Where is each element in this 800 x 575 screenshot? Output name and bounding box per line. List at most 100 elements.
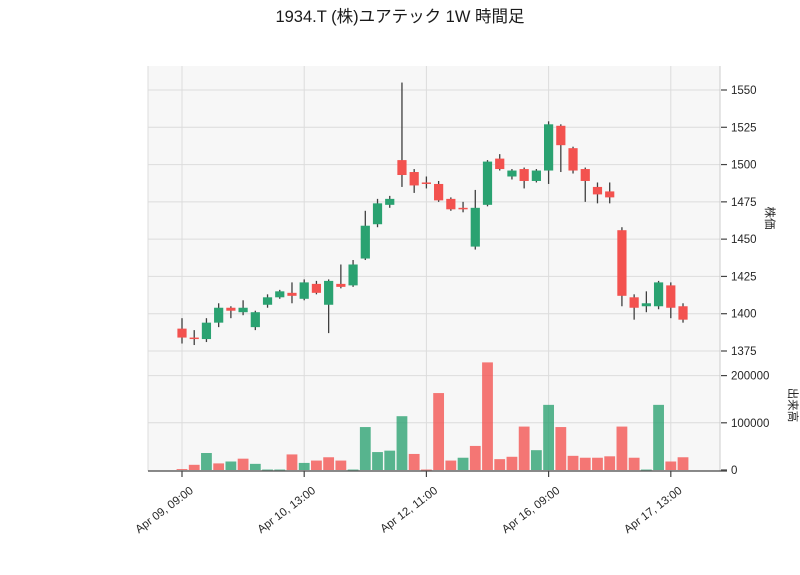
candle-body [434,183,444,201]
volume-tick-label: 200000 [731,371,769,383]
candle-body [605,191,615,198]
price-tick-label: 1550 [731,85,757,97]
volume-bar [421,469,432,471]
volume-bar [592,457,603,470]
candle-body [653,282,664,307]
volume-bar [628,457,640,470]
candle-body [678,306,688,320]
price-tick-label: 1500 [731,160,757,172]
candle-body [360,225,370,259]
candle-body [397,160,407,176]
volume-bar [665,461,677,470]
candle-body [531,170,541,181]
volume-bar [640,469,652,471]
candle-body [482,161,493,205]
candle-body [641,303,651,307]
candles-layer [177,82,688,346]
volume-bar [555,427,567,470]
candle-body [385,198,395,205]
volume-tick-label: 100000 [731,418,769,430]
date-tick-label: Apr 16, 09:00 [500,485,562,536]
price-tick-label: 1400 [731,309,757,321]
candle-body [666,285,676,308]
candle-body [201,322,212,340]
chart-title: 1934.T (株)ユアテック 1W 時間足 [275,7,524,26]
volume-axis-label: 出来高 [786,388,800,423]
date-tick-label: Apr 10, 13:00 [256,485,318,536]
volume-bar [506,456,518,470]
volume-bar [384,450,396,470]
volume-bar [616,426,628,470]
candle-body [617,230,627,296]
candle-body [226,307,236,311]
volume-bar [433,393,445,470]
candle-body [592,186,603,195]
volume-bar [567,455,579,470]
date-tick-label: Apr 09, 09:00 [133,485,195,536]
volume-bar [396,416,408,470]
candle-body [299,282,309,299]
candle-body [458,207,468,210]
volume-bar [176,469,188,470]
volume-bar [286,454,298,470]
price-tick-label: 1450 [731,234,757,246]
volume-bars-layer [176,362,689,471]
volume-bar [604,456,616,470]
candle-body [470,207,480,247]
date-tick-label: Apr 12, 11:00 [379,485,441,536]
candle-body [238,307,248,313]
grid-layer [147,66,721,471]
volume-bar [347,469,359,471]
volume-bar [530,450,542,470]
volume-bar [359,427,371,470]
volume-bar [213,463,225,470]
volume-bar [653,404,664,470]
candle-body [214,307,224,323]
candle-body [287,292,297,296]
date-tick-label: Apr 17, 13:00 [622,485,684,536]
volume-bar [482,362,493,470]
volume-bar [323,457,335,470]
price-tick-label: 1475 [731,197,757,209]
candle-body [446,198,456,210]
candle-body [177,328,187,338]
candle-body [556,125,566,146]
price-tick-label: 1525 [731,122,757,134]
volume-bar [372,452,383,470]
candle-body [250,312,260,328]
volume-tick-label: 0 [731,465,737,477]
candle-body [324,280,334,305]
candle-body [262,297,273,305]
volume-bar [249,463,261,470]
price-tick-label: 1425 [731,271,757,283]
volume-bar [445,460,457,470]
volume-bar [201,453,212,470]
candle-body [519,169,529,181]
candle-body [507,170,517,177]
price-tick-label: 1375 [731,346,757,358]
candle-body [421,182,431,184]
volume-bar [274,469,286,471]
volume-bar [237,458,249,470]
candle-body [409,172,419,186]
volume-bar [188,464,200,470]
volume-bar [335,460,347,470]
candle-body [372,203,383,225]
volume-bar [311,460,322,470]
volume-bar [225,461,237,470]
candle-body [568,148,578,171]
candle-body [580,169,590,181]
volume-bar [494,459,506,470]
volume-bar [408,453,420,470]
volume-bar [469,445,481,470]
candle-body [336,283,346,287]
volume-bar [579,457,591,470]
candle-body [275,291,285,298]
candle-body [629,297,639,308]
volume-bar [518,426,530,470]
volume-bar [262,469,273,471]
candle-body [311,283,322,293]
volume-bar [677,457,689,470]
